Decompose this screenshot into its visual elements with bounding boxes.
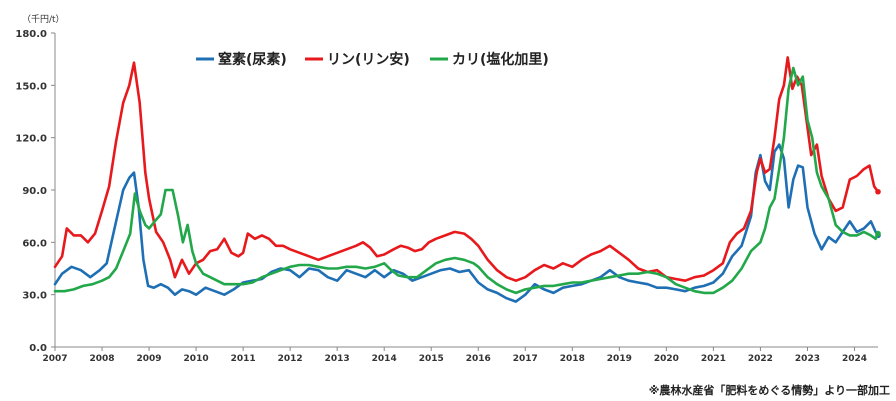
x-tick-label: 2011 (231, 354, 256, 364)
series-line-3 (53, 66, 880, 295)
x-tick-label: 2008 (89, 354, 114, 364)
y-tick-label: 120.0 (15, 134, 47, 145)
x-tick-label: 2024 (842, 354, 867, 364)
legend-label-2: リン(リン安) (327, 51, 410, 68)
y-tick-label: 150.0 (15, 81, 47, 92)
chart-series-lines (53, 56, 881, 303)
x-tick-label: 2013 (325, 354, 350, 364)
x-tick-label: 2012 (278, 354, 303, 364)
legend-label-1: 窒素(尿素) (218, 51, 287, 68)
x-tick-label: 2007 (42, 354, 67, 364)
x-tick-label: 2014 (372, 354, 397, 364)
series-endpoint-2 (875, 188, 881, 195)
x-tick-label: 2018 (560, 354, 585, 364)
y-tick-label: 0.0 (29, 343, 47, 354)
x-tick-label: 2023 (795, 354, 820, 364)
y-tick-label: 90.0 (22, 186, 47, 197)
series-endpoint-3 (875, 230, 881, 237)
y-unit-label: （千円/t） (22, 14, 65, 25)
y-tick-label: 60.0 (22, 238, 47, 249)
y-tick-label: 30.0 (22, 291, 47, 302)
x-tick-label: 2017 (513, 354, 538, 364)
source-note: ※農林水産省「肥料をめぐる情勢」より一部加工 (648, 384, 890, 397)
x-tick-label: 2021 (701, 354, 726, 364)
x-tick-label: 2010 (184, 354, 209, 364)
chart-legend: 窒素(尿素) リン(リン安) カリ(塩化加里) (196, 51, 549, 68)
x-tick-label: 2022 (748, 354, 773, 364)
chart-axes: （千円/t） 0.0 30.0 60.0 90.0 120.0 150.0 180.0 2007… (15, 14, 878, 364)
y-tick-label: 180.0 (15, 29, 47, 40)
x-tick-label: 2015 (419, 354, 444, 364)
x-tick-label: 2019 (607, 354, 632, 364)
x-tick-label: 2020 (654, 354, 679, 364)
x-tick-label: 2016 (466, 354, 491, 364)
x-tick-label: 2009 (137, 354, 162, 364)
legend-label-3: カリ(塩化加里) (452, 51, 549, 68)
series-line-1 (53, 143, 880, 303)
series-line-2 (53, 56, 880, 282)
